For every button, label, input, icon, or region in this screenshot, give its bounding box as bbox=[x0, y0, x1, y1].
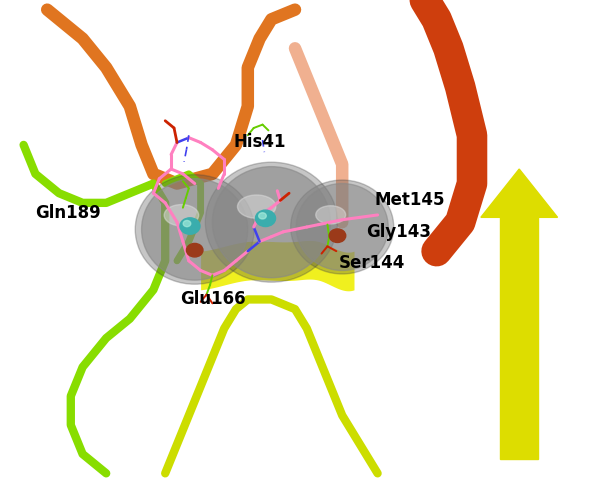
Polygon shape bbox=[481, 169, 558, 217]
Text: Met145: Met145 bbox=[375, 191, 445, 210]
Circle shape bbox=[258, 213, 266, 219]
Text: His41: His41 bbox=[233, 133, 286, 152]
Ellipse shape bbox=[212, 167, 330, 278]
Ellipse shape bbox=[164, 205, 199, 226]
Text: Glu166: Glu166 bbox=[180, 290, 245, 309]
Ellipse shape bbox=[135, 175, 254, 284]
Ellipse shape bbox=[316, 206, 346, 224]
Ellipse shape bbox=[142, 179, 248, 280]
Circle shape bbox=[186, 243, 203, 257]
Circle shape bbox=[255, 210, 276, 227]
Ellipse shape bbox=[205, 162, 337, 282]
Text: Gln189: Gln189 bbox=[35, 203, 101, 222]
Ellipse shape bbox=[296, 184, 388, 270]
Text: Ser144: Ser144 bbox=[339, 254, 406, 272]
Polygon shape bbox=[500, 217, 538, 459]
Circle shape bbox=[180, 218, 200, 234]
Ellipse shape bbox=[291, 180, 394, 274]
Text: Gly143: Gly143 bbox=[366, 223, 431, 241]
Circle shape bbox=[329, 229, 346, 242]
Ellipse shape bbox=[237, 195, 276, 218]
Circle shape bbox=[183, 220, 191, 227]
